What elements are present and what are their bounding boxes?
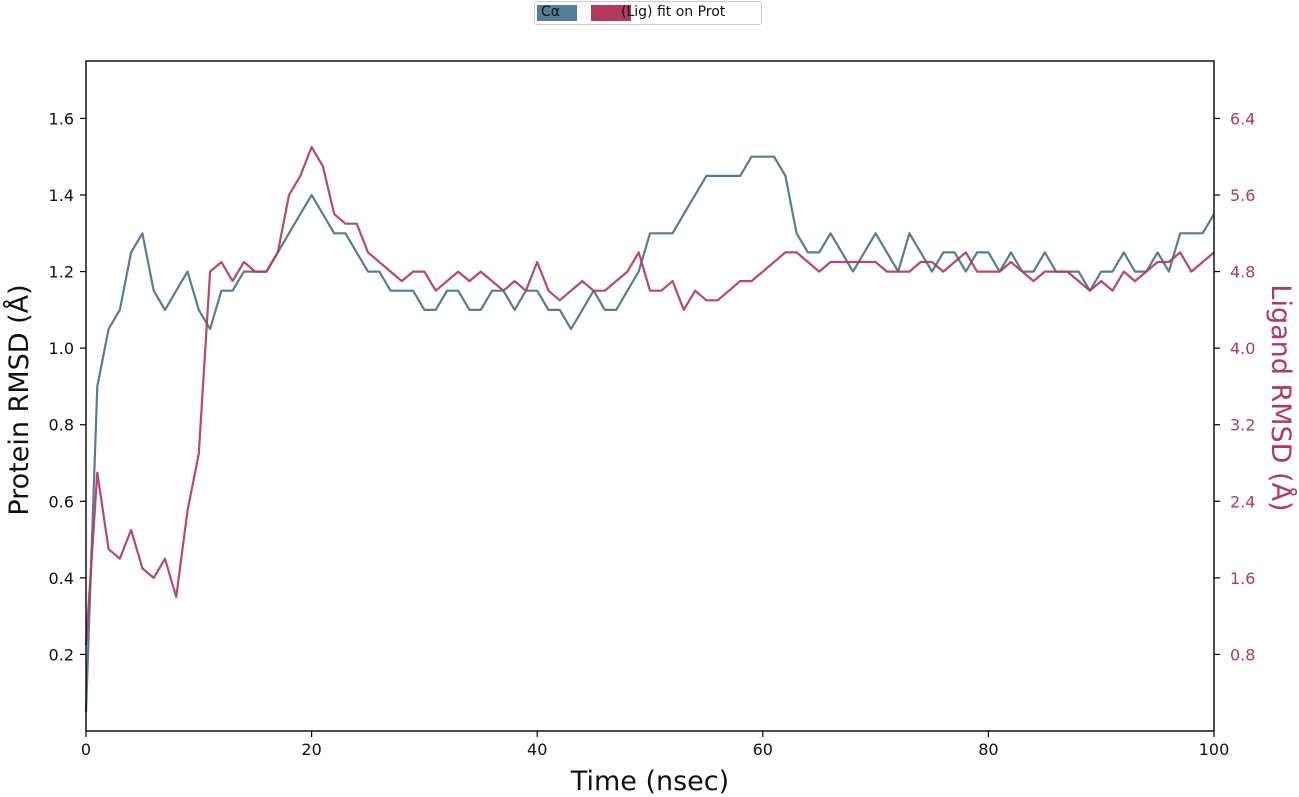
y-left-tick-label: 1.0 <box>49 339 74 358</box>
x-tick-label: 80 <box>978 740 998 759</box>
x-tick-label: 60 <box>753 740 773 759</box>
legend: Cα (Lig) fit on Prot <box>534 1 762 25</box>
y-right-tick-label: 5.6 <box>1230 186 1255 205</box>
series-layer <box>84 146 1215 712</box>
x-axis-title: Time (nsec) <box>570 766 729 797</box>
y-left-tick-label: 0.4 <box>49 569 74 588</box>
y-left-tick-label: 1.6 <box>49 109 74 128</box>
y-axis-left-title: Protein RMSD (Å) <box>3 284 35 515</box>
y-right-tick-label: 4.8 <box>1230 263 1255 282</box>
y-right-tick-label: 4.0 <box>1230 339 1255 358</box>
y-right-tick-label: 1.6 <box>1230 569 1255 588</box>
legend-swatch-protein <box>537 5 577 21</box>
legend-swatch-ligand <box>591 5 631 21</box>
x-tick-label: 0 <box>81 740 91 759</box>
legend-label-ligand: (Lig) fit on Prot <box>621 4 726 20</box>
ticks-layer: 0 20 40 60 80 100 0.2 0.4 0.6 0.8 1.0 1.2 1.4 1.6 0.8 1… <box>49 109 1256 759</box>
y-right-tick-label: 6.4 <box>1230 109 1255 128</box>
plot-frame <box>85 60 1215 732</box>
x-tick-label: 40 <box>527 740 547 759</box>
y-left-tick-label: 0.2 <box>49 645 74 664</box>
series-line-protein <box>84 155 1215 712</box>
y-left-tick-label: 1.2 <box>49 263 74 282</box>
y-axis-right-title: Ligand RMSD (Å) <box>1265 284 1297 511</box>
legend-label-protein: Cα <box>541 4 561 20</box>
y-right-tick-label: 0.8 <box>1230 645 1255 664</box>
y-right-tick-label: 2.4 <box>1230 492 1255 511</box>
x-tick-label: 100 <box>1199 740 1230 759</box>
y-left-tick-label: 1.4 <box>49 186 74 205</box>
x-tick-label: 20 <box>301 740 321 759</box>
series-line-ligand <box>84 146 1215 645</box>
y-left-tick-label: 0.6 <box>49 492 74 511</box>
y-left-tick-label: 0.8 <box>49 416 74 435</box>
y-right-tick-label: 3.2 <box>1230 416 1255 435</box>
